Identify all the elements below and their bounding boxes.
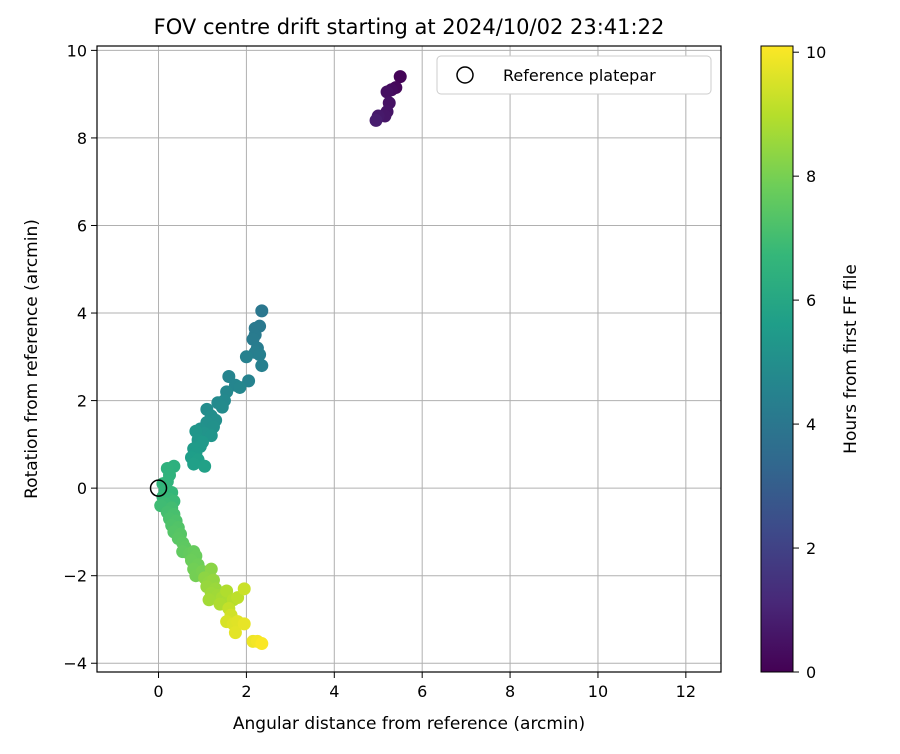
colorbar-tick-label: 8 bbox=[806, 167, 816, 186]
grid-lines bbox=[97, 46, 721, 672]
data-point bbox=[255, 304, 269, 318]
data-point bbox=[237, 582, 251, 596]
x-tick-label: 10 bbox=[588, 682, 608, 701]
colorbar-tick-label: 6 bbox=[806, 291, 816, 310]
data-point bbox=[202, 593, 216, 607]
colorbar-tick-label: 2 bbox=[806, 539, 816, 558]
x-tick-label: 12 bbox=[676, 682, 696, 701]
colorbar bbox=[760, 45, 794, 673]
y-tick-label: −4 bbox=[63, 654, 87, 673]
legend-label: Reference platepar bbox=[503, 66, 656, 85]
legend-reference-marker bbox=[456, 66, 474, 84]
colorbar-ticks: 0 2 4 6 8 10 bbox=[793, 43, 826, 682]
chart-title: FOV centre drift starting at 2024/10/02 … bbox=[154, 15, 665, 39]
x-axis-ticks: 0 2 4 6 8 10 12 bbox=[153, 672, 696, 701]
legend: Reference platepar bbox=[436, 55, 712, 95]
x-tick-label: 2 bbox=[241, 682, 251, 701]
x-tick-label: 8 bbox=[505, 682, 515, 701]
data-point bbox=[237, 617, 251, 631]
data-point bbox=[380, 85, 394, 99]
data-point bbox=[253, 348, 267, 362]
colorbar-tick-label: 4 bbox=[806, 415, 816, 434]
y-tick-label: −2 bbox=[63, 567, 87, 586]
data-point bbox=[255, 359, 269, 373]
colorbar-label: Hours from first FF file bbox=[841, 264, 861, 454]
legend-box bbox=[436, 55, 712, 95]
data-point bbox=[255, 637, 269, 651]
y-tick-label: 6 bbox=[77, 216, 87, 235]
y-axis-label: Rotation from reference (arcmin) bbox=[22, 219, 42, 499]
plot-frame bbox=[96, 45, 722, 673]
y-tick-label: 8 bbox=[77, 129, 87, 148]
data-point bbox=[187, 457, 201, 471]
x-tick-label: 0 bbox=[153, 682, 163, 701]
data-point bbox=[198, 459, 212, 473]
colorbar-tick-label: 0 bbox=[806, 663, 816, 682]
colorbar-tick-label: 10 bbox=[806, 43, 826, 62]
x-tick-label: 6 bbox=[417, 682, 427, 701]
data-point bbox=[228, 626, 242, 640]
reference-platepar-marker bbox=[149, 479, 168, 497]
y-axis-ticks: −4 −2 0 2 4 6 8 10 bbox=[63, 41, 97, 673]
data-point bbox=[369, 113, 383, 127]
data-point bbox=[239, 350, 253, 364]
y-tick-label: 4 bbox=[77, 304, 87, 323]
x-tick-label: 4 bbox=[329, 682, 339, 701]
y-tick-label: 0 bbox=[77, 479, 87, 498]
data-point bbox=[233, 380, 247, 394]
y-tick-label: 10 bbox=[67, 41, 87, 60]
data-point bbox=[215, 400, 229, 414]
y-tick-label: 2 bbox=[77, 392, 87, 411]
x-axis-label: Angular distance from reference (arcmin) bbox=[233, 714, 585, 734]
data-points bbox=[154, 70, 407, 651]
data-point bbox=[393, 70, 407, 84]
